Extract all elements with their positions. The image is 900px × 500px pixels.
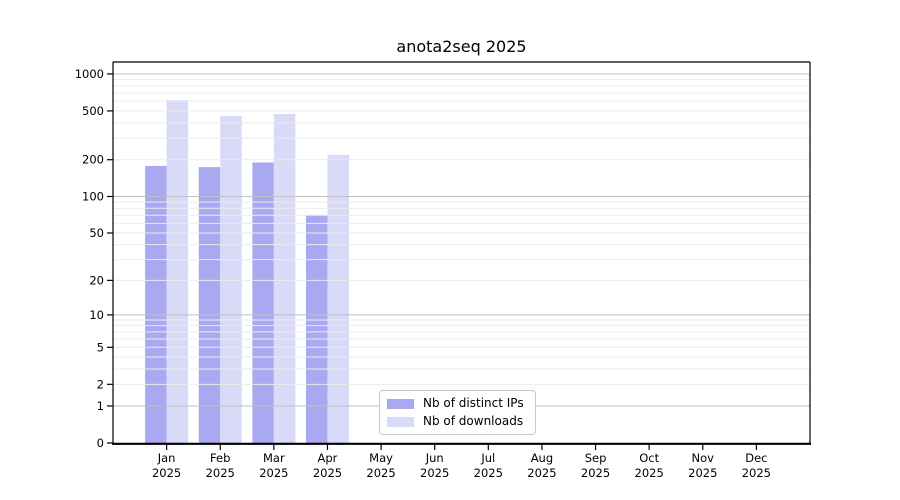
y-tick-label: 1000	[75, 67, 104, 81]
bar-distinct-ips-mar	[252, 162, 274, 443]
x-tick-label-year: 2025	[688, 466, 717, 480]
y-tick-label: 100	[82, 189, 104, 203]
x-tick-label-year: 2025	[313, 466, 342, 480]
x-tick-label-month: Jun	[425, 451, 444, 465]
y-tick-label: 0	[97, 436, 104, 450]
y-tick-label: 20	[89, 273, 104, 287]
legend-label-distinct-ips: Nb of distinct IPs	[423, 396, 524, 410]
legend-swatch-downloads	[387, 416, 414, 427]
y-tick-label: 1	[97, 399, 104, 413]
x-tick-label-year: 2025	[206, 466, 235, 480]
legend-label-downloads: Nb of downloads	[423, 414, 524, 428]
x-tick-label-month: Mar	[263, 451, 285, 465]
y-tick-label: 10	[89, 308, 104, 322]
x-tick-label-year: 2025	[635, 466, 664, 480]
chart-title: anota2seq 2025	[396, 37, 527, 56]
x-tick-label-month: Feb	[210, 451, 230, 465]
x-tick-label-month: Sep	[585, 451, 607, 465]
x-tick-label-month: Oct	[639, 451, 659, 465]
x-tick-label-year: 2025	[366, 466, 395, 480]
bar-downloads-apr	[327, 154, 349, 443]
y-tick-label: 5	[97, 340, 104, 354]
x-tick-label-year: 2025	[527, 466, 556, 480]
x-tick-label-year: 2025	[420, 466, 449, 480]
x-tick-label-year: 2025	[581, 466, 610, 480]
bar-downloads-jan	[166, 99, 189, 444]
x-tick-label-year: 2025	[259, 466, 288, 480]
legend: Nb of distinct IPs Nb of downloads	[379, 390, 536, 435]
legend-item-distinct-ips: Nb of distinct IPs	[387, 397, 524, 410]
x-tick-label-year: 2025	[474, 466, 503, 480]
y-tick-label: 2	[97, 377, 104, 391]
bar-downloads-feb	[220, 115, 242, 443]
x-tick-label-month: May	[369, 451, 393, 465]
x-tick-label-year: 2025	[152, 466, 181, 480]
x-tick-label-month: Apr	[318, 451, 338, 465]
x-tick-label-year: 2025	[742, 466, 771, 480]
x-tick-label-month: Jan	[157, 451, 176, 465]
x-tick-label-month: Jul	[480, 451, 495, 465]
legend-item-downloads: Nb of downloads	[387, 415, 524, 428]
bar-distinct-ips-apr	[305, 215, 328, 443]
y-tick-label: 200	[82, 153, 104, 167]
y-tick-label: 50	[89, 226, 104, 240]
bar-downloads-mar	[273, 113, 296, 444]
bar-distinct-ips-jan	[145, 165, 167, 443]
bar-distinct-ips-feb	[198, 167, 221, 443]
x-tick-label-month: Dec	[745, 451, 767, 465]
x-tick-label-month: Nov	[692, 451, 715, 465]
y-tick-label: 500	[82, 104, 104, 118]
legend-swatch-distinct-ips	[387, 398, 414, 409]
x-tick-label-month: Aug	[531, 451, 553, 465]
